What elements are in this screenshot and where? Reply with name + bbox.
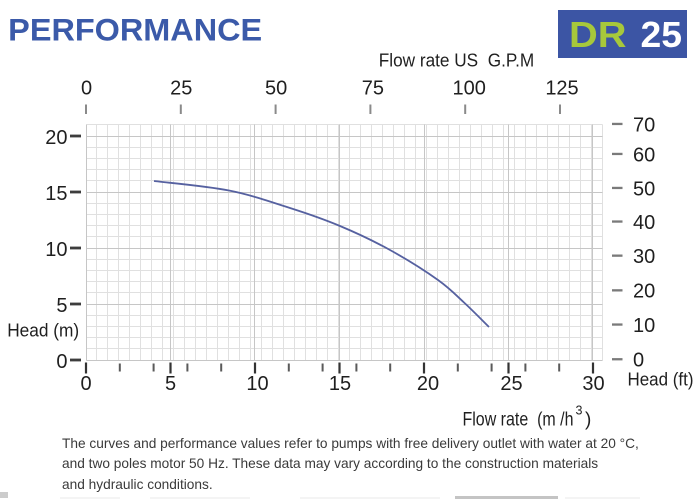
- svg-text:5: 5: [165, 373, 176, 395]
- svg-text:25: 25: [641, 14, 683, 55]
- svg-text:20: 20: [633, 281, 655, 303]
- svg-text:50: 50: [633, 178, 655, 200]
- svg-text:25: 25: [500, 373, 522, 395]
- svg-text:15: 15: [329, 373, 351, 395]
- svg-text:60: 60: [633, 144, 655, 166]
- svg-text:20: 20: [417, 373, 439, 395]
- svg-text:40: 40: [633, 212, 655, 234]
- svg-text:30: 30: [582, 373, 604, 395]
- svg-text:15: 15: [45, 183, 67, 205]
- svg-text:25: 25: [170, 78, 192, 100]
- svg-text:3: 3: [576, 404, 583, 418]
- svg-text:PERFORMANCE: PERFORMANCE: [8, 11, 262, 47]
- svg-text:0: 0: [81, 78, 92, 100]
- svg-text:10: 10: [633, 315, 655, 337]
- svg-text:0: 0: [633, 350, 644, 372]
- svg-text:5: 5: [56, 295, 67, 317]
- svg-text:75: 75: [362, 78, 384, 100]
- svg-text:DR: DR: [569, 14, 627, 55]
- svg-text:Flow rate US G.P.M: Flow rate US G.P.M: [379, 50, 534, 71]
- svg-text:Head (m): Head (m): [7, 320, 79, 340]
- svg-text:30: 30: [633, 246, 655, 268]
- svg-text:0: 0: [80, 373, 91, 395]
- svg-text:Head (ft): Head (ft): [628, 370, 694, 390]
- svg-text:50: 50: [265, 78, 287, 100]
- svg-text:): ): [585, 409, 591, 430]
- svg-text:70: 70: [633, 114, 655, 136]
- svg-text:20: 20: [45, 127, 67, 149]
- svg-text:10: 10: [45, 239, 67, 261]
- svg-text:100: 100: [453, 78, 486, 100]
- svg-text:0: 0: [56, 351, 67, 373]
- svg-text:125: 125: [545, 78, 578, 100]
- svg-text:10: 10: [246, 373, 268, 395]
- svg-text:Flow rate (m /h: Flow rate (m /h: [463, 409, 574, 430]
